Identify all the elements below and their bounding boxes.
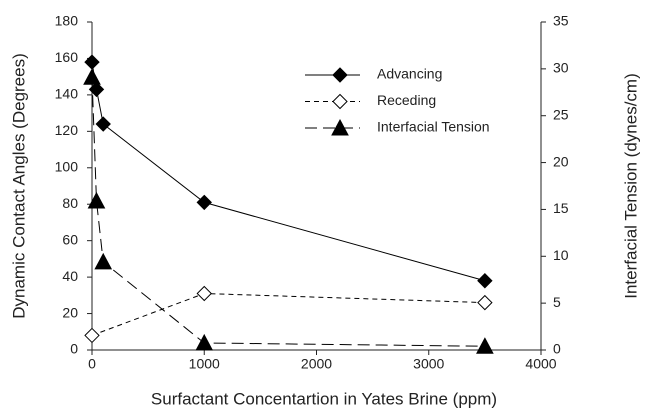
x-tick-label: 0 (88, 356, 96, 372)
y2-tick-label: 5 (553, 294, 561, 310)
x-tick-label: 3000 (413, 356, 444, 372)
y2-tick-label: 30 (553, 60, 569, 76)
y2-tick-label: 35 (553, 13, 569, 29)
legend-marker (332, 67, 348, 83)
marker (88, 81, 105, 98)
y2-axis-label: Interfacial Tension (dynes/cm) (621, 73, 640, 299)
y-tick-label: 100 (55, 158, 79, 174)
legend-label: Advancing (377, 66, 442, 82)
y-tick-label: 120 (55, 122, 79, 138)
y2-tick-label: 15 (553, 200, 569, 216)
marker (84, 327, 100, 344)
y-tick-label: 60 (62, 231, 78, 247)
marker (477, 294, 493, 311)
legend-marker (332, 93, 348, 110)
x-axis-label: Surfactant Concentartion in Yates Brine … (151, 389, 497, 408)
marker (95, 116, 111, 132)
y2-tick-label: 20 (553, 153, 569, 169)
marker (94, 252, 113, 270)
y2-tick-label: 0 (553, 341, 561, 357)
y-tick-label: 140 (55, 86, 79, 102)
marker (476, 337, 494, 354)
y2-tick-label: 10 (553, 247, 569, 263)
marker (196, 194, 212, 211)
x-tick-label: 2000 (301, 356, 332, 372)
y-tick-label: 40 (62, 268, 78, 284)
y-tick-label: 180 (55, 13, 79, 29)
y-tick-label: 20 (62, 304, 78, 320)
marker (477, 273, 493, 289)
y-tick-label: 160 (55, 49, 79, 65)
x-tick-label: 4000 (525, 356, 556, 372)
x-tick-label: 1000 (189, 356, 220, 372)
y-tick-label: 0 (70, 341, 78, 357)
legend-label: Interfacial Tension (377, 119, 490, 135)
marker (196, 285, 212, 302)
legend-marker (331, 118, 349, 136)
marker (83, 68, 101, 85)
y2-tick-label: 25 (553, 106, 569, 122)
y-tick-label: 80 (62, 195, 78, 211)
marker (87, 191, 106, 209)
y-axis-label: Dynamic Contact Angles (Degrees) (9, 53, 28, 319)
marker (84, 54, 100, 70)
marker (195, 333, 214, 351)
legend-label: Receding (377, 92, 436, 108)
series-line (91, 77, 485, 347)
